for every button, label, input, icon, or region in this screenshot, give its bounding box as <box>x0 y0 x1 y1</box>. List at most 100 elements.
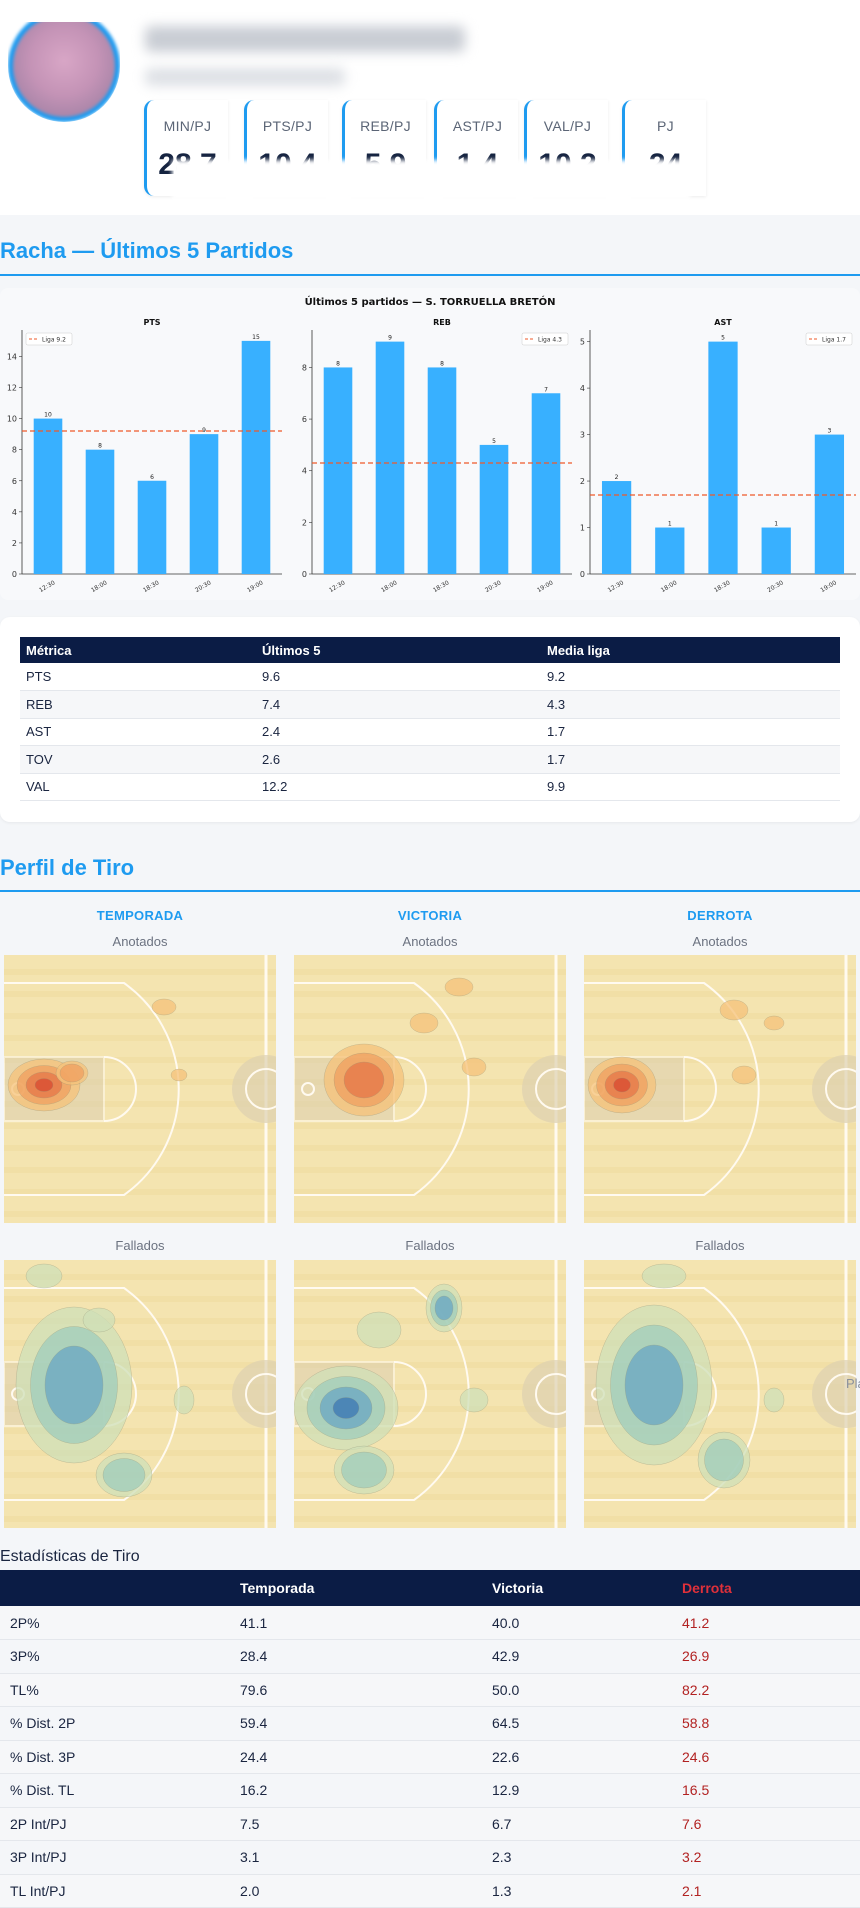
table-row: PTS 9.6 9.2 <box>20 663 840 691</box>
col-temporada-header: Temporada <box>240 1570 492 1606</box>
stat-label: REB/PJ <box>360 118 411 134</box>
x-tick-label: 12:30 <box>38 579 57 594</box>
table-header-row: Métrica Últimos 5 Media liga <box>20 637 840 663</box>
missed-label: Fallados <box>405 1238 455 1253</box>
bar <box>189 434 219 574</box>
density-blob <box>641 1263 687 1289</box>
legend-label: Liga 1.7 <box>822 337 846 344</box>
density-blob <box>151 998 177 1016</box>
made-label: Anotados <box>692 934 748 949</box>
subplot-title: REB <box>433 318 451 327</box>
y-tick-label: 10 <box>7 415 17 424</box>
subplot-ast: AST 0 1 2 3 4 5 2 12:30 1 18:00 5 18:30 1 20:30 3 19:00 L… <box>580 318 856 594</box>
racha-table-card: Métrica Últimos 5 Media liga PTS 9.6 9.2… <box>0 617 860 822</box>
density-blob <box>102 1458 146 1492</box>
cell: VAL <box>20 773 256 801</box>
cell: 1.7 <box>541 718 840 746</box>
cell: 12.2 <box>256 773 541 801</box>
y-tick-label: 4 <box>12 508 17 517</box>
cell: 41.2 <box>682 1606 860 1640</box>
bar-data-label: 8 <box>336 360 340 367</box>
density-blob <box>409 1012 439 1034</box>
center-circle <box>535 1068 566 1110</box>
legend-label: Liga 4.3 <box>538 337 562 344</box>
table-row: AST 2.4 1.7 <box>20 718 840 746</box>
center-circle <box>535 1373 566 1415</box>
table-row: 2P Int/PJ 7.5 6.7 7.6 <box>0 1807 860 1841</box>
three-point-arc <box>294 982 470 1196</box>
cell: 2.6 <box>256 745 541 774</box>
bar-data-label: 9 <box>388 335 392 342</box>
table-row: % Dist. TL 16.2 12.9 16.5 <box>0 1773 860 1808</box>
center-circle <box>245 1373 276 1415</box>
bar-data-label: 5 <box>492 438 496 445</box>
density-blob <box>25 1263 63 1289</box>
center-logo <box>232 1055 276 1123</box>
bar <box>708 341 738 574</box>
x-tick-label: 18:30 <box>713 579 732 594</box>
subplot-pts: PTS 0 2 4 6 8 10 12 14 10 12:30 8 18:00 6 18:30 9 20:30 1… <box>7 318 282 594</box>
cell: 50.0 <box>492 1673 682 1707</box>
bar-data-label: 5 <box>721 335 725 342</box>
bar-data-label: 6 <box>150 474 154 481</box>
cell: 24.4 <box>240 1740 492 1774</box>
y-tick-label: 2 <box>302 518 307 527</box>
shooting-stats-title: Estadísticas de Tiro <box>0 1548 140 1565</box>
x-tick-label: 19:00 <box>536 579 555 594</box>
y-tick-label: 4 <box>580 384 585 393</box>
col-victoria-header: Victoria <box>492 1570 682 1606</box>
cell: 16.5 <box>682 1773 860 1808</box>
x-tick-label: 20:30 <box>484 579 503 594</box>
court-missed-victoria <box>294 1260 566 1528</box>
center-circle <box>245 1068 276 1110</box>
cell: PTS <box>20 663 256 691</box>
cell: TOV <box>20 745 256 774</box>
density-blob <box>434 1295 454 1321</box>
col-last5-header: Últimos 5 <box>256 637 541 663</box>
y-tick-label: 14 <box>7 352 17 361</box>
subplot-reb: REB 0 2 4 6 8 8 12:30 9 18:00 8 18:30 5 20:30 7 19:00 Li… <box>302 318 572 594</box>
legend-box <box>25 332 73 346</box>
density-blob <box>763 1015 785 1031</box>
legend-label: Liga 9.2 <box>42 337 66 344</box>
density-blob <box>704 1438 744 1482</box>
y-tick-label: 3 <box>580 431 585 440</box>
density-blob <box>341 1451 387 1489</box>
y-tick-label: 4 <box>302 467 307 476</box>
racha-title: Racha — Últimos 5 Partidos <box>0 238 294 263</box>
cell: 9.2 <box>541 663 840 691</box>
bar <box>479 444 509 574</box>
x-tick-label: 20:30 <box>766 579 785 594</box>
cell: 41.1 <box>240 1606 492 1640</box>
density-blob <box>82 1307 116 1333</box>
cell: 9.9 <box>541 773 840 801</box>
table-row: REB 7.4 4.3 <box>20 690 840 719</box>
racha-chart: Últimos 5 partidos — S. TORRUELLA BRETÓN… <box>7 295 856 594</box>
cell: 59.4 <box>240 1706 492 1741</box>
y-tick-label: 6 <box>12 477 17 486</box>
x-tick-label: 20:30 <box>194 579 213 594</box>
missed-label: Fallados <box>115 1238 165 1253</box>
legend-box <box>805 332 853 346</box>
density-blob <box>613 1077 631 1093</box>
density-blob <box>459 1387 489 1413</box>
density-blob <box>44 1345 104 1425</box>
x-tick-label: 12:30 <box>328 579 347 594</box>
racha-rule <box>0 274 860 276</box>
cell: 4.3 <box>541 690 840 719</box>
cell: AST <box>20 718 256 746</box>
col-league-header: Media liga <box>541 637 840 663</box>
x-tick-label: 19:00 <box>819 579 838 594</box>
cell: 3P% <box>0 1639 240 1674</box>
cell: 12.9 <box>492 1773 682 1808</box>
bar <box>33 418 63 574</box>
density-blob <box>173 1385 195 1415</box>
table-row: % Dist. 2P 59.4 64.5 58.8 <box>0 1706 860 1741</box>
bar <box>375 341 405 574</box>
bar-data-label: 8 <box>98 443 102 450</box>
cell: 3.1 <box>240 1840 492 1875</box>
x-tick-label: 18:30 <box>142 579 161 594</box>
bar-data-label: 2 <box>615 474 619 481</box>
cell: 82.2 <box>682 1673 860 1707</box>
col-blank-header <box>0 1570 240 1606</box>
